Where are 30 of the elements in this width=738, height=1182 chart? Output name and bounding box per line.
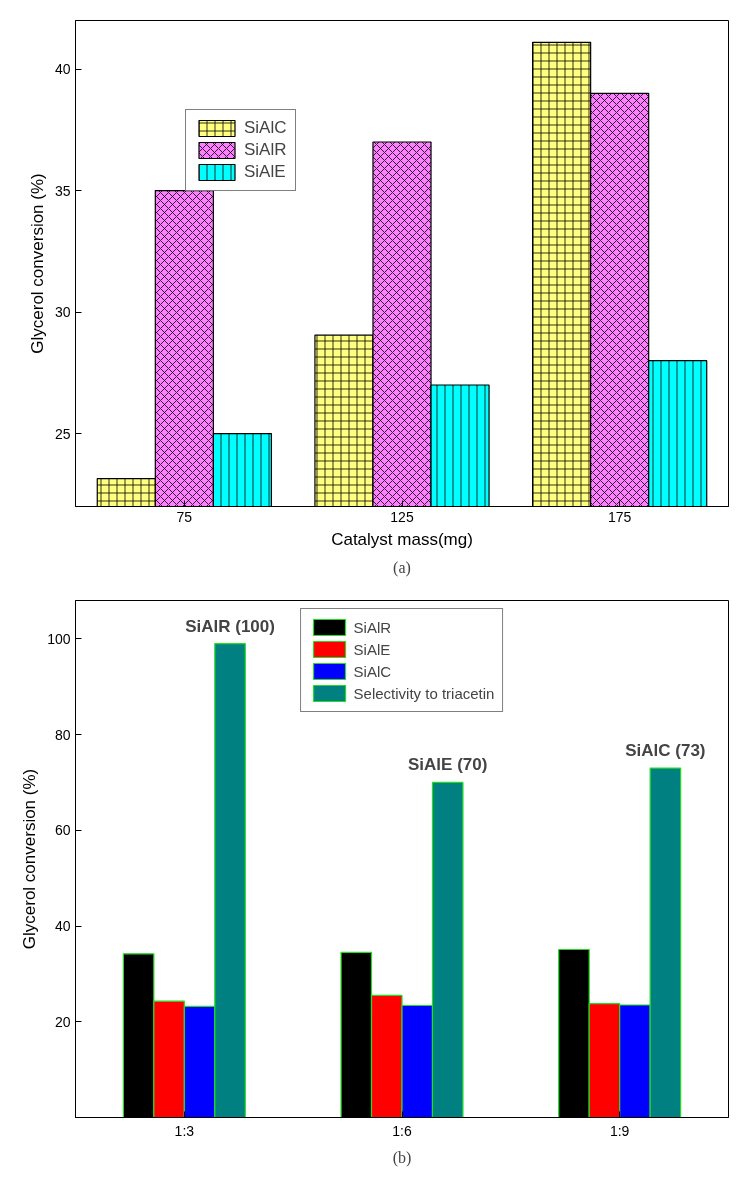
x-tick-label: 175 — [607, 508, 632, 525]
y-tick-label: 40 — [54, 61, 71, 78]
legend-label: SiAlC — [353, 662, 392, 680]
legend-label: Selectivity to triacetin — [353, 684, 495, 702]
legend-label: SiAlR — [353, 618, 392, 636]
annotation: SiAlC (73) — [625, 741, 706, 761]
y-tick-label: 80 — [54, 726, 71, 743]
x-axis-title: Catalyst mass(mg) — [331, 529, 473, 549]
legend-label: SiAlE — [244, 162, 286, 182]
y-tick-label: 60 — [54, 822, 71, 839]
x-tick-label: 75 — [176, 508, 193, 525]
y-tick-label: 25 — [54, 425, 71, 442]
legend-label: SiAlE — [353, 640, 391, 658]
y-axis-title: Glycerol conversion (%) — [27, 173, 47, 354]
legend-label: SiAlC — [244, 118, 287, 138]
text: (b) — [392, 1148, 412, 1167]
x-tick-label: 1:9 — [609, 1122, 630, 1139]
legend-label: SiAlR — [244, 140, 287, 160]
x-tick-label: 1:6 — [392, 1122, 412, 1139]
y-tick-label: 35 — [54, 182, 71, 199]
y-tick-label: 100 — [47, 630, 71, 647]
x-tick-label: 125 — [390, 508, 414, 525]
annotation: SiAlE (70) — [408, 755, 488, 775]
text: (a) — [393, 558, 411, 577]
y-tick-label: 20 — [54, 1013, 71, 1030]
x-tick-label: 1:3 — [174, 1122, 195, 1139]
y-tick-label: 40 — [54, 918, 71, 935]
y-axis-title: Glycerol conversion (%) — [20, 768, 40, 950]
y-tick-label: 30 — [54, 304, 71, 321]
annotation: SiAlR (100) — [185, 616, 275, 636]
